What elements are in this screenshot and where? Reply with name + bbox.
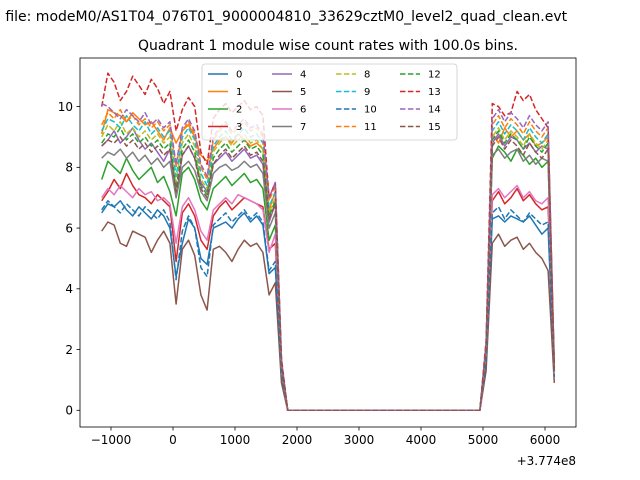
x-axis-offset-label: +3.774e8 bbox=[517, 454, 576, 468]
legend-label-11: 11 bbox=[364, 122, 377, 133]
y-tick-label: 6 bbox=[65, 221, 73, 235]
x-tick-label: 0 bbox=[169, 433, 177, 447]
legend-label-14: 14 bbox=[428, 105, 441, 116]
legend-label-3: 3 bbox=[236, 122, 242, 133]
legend-box bbox=[201, 63, 458, 141]
legend-label-9: 9 bbox=[364, 87, 370, 98]
legend-label-1: 1 bbox=[236, 87, 242, 98]
y-tick-label: 8 bbox=[65, 161, 73, 175]
axes-frame bbox=[79, 57, 577, 428]
legend-label-8: 8 bbox=[364, 70, 370, 81]
y-tick-label: 0 bbox=[65, 404, 73, 418]
x-tick-label: 6000 bbox=[530, 433, 561, 447]
figure-suptitle: n file: modeM0/AS1T04_076T01_9000004810_… bbox=[0, 9, 568, 25]
y-tick-label: 10 bbox=[58, 100, 73, 114]
legend-label-6: 6 bbox=[300, 105, 306, 116]
x-tick-label: 3000 bbox=[344, 433, 375, 447]
legend-label-0: 0 bbox=[236, 70, 242, 81]
legend-label-7: 7 bbox=[300, 122, 306, 133]
legend-label-12: 12 bbox=[428, 70, 441, 81]
x-tick-label: 5000 bbox=[468, 433, 499, 447]
series-layer bbox=[100, 72, 556, 412]
y-tick-label: 4 bbox=[65, 282, 73, 296]
x-tick-label: 2000 bbox=[282, 433, 313, 447]
series-line-15 bbox=[101, 136, 556, 412]
legend-label-5: 5 bbox=[300, 87, 306, 98]
y-tick-label: 2 bbox=[65, 343, 73, 357]
legend-label-2: 2 bbox=[236, 105, 242, 116]
legend-label-15: 15 bbox=[428, 122, 441, 133]
legend-label-13: 13 bbox=[428, 87, 441, 98]
x-tick-label: 4000 bbox=[406, 433, 437, 447]
chart-title: Quadrant 1 module wise count rates with … bbox=[138, 38, 518, 54]
x-tick-label: 1000 bbox=[220, 433, 251, 447]
x-tick-label: −1000 bbox=[91, 433, 132, 447]
legend-label-10: 10 bbox=[364, 105, 377, 116]
legend-label-4: 4 bbox=[300, 70, 306, 81]
